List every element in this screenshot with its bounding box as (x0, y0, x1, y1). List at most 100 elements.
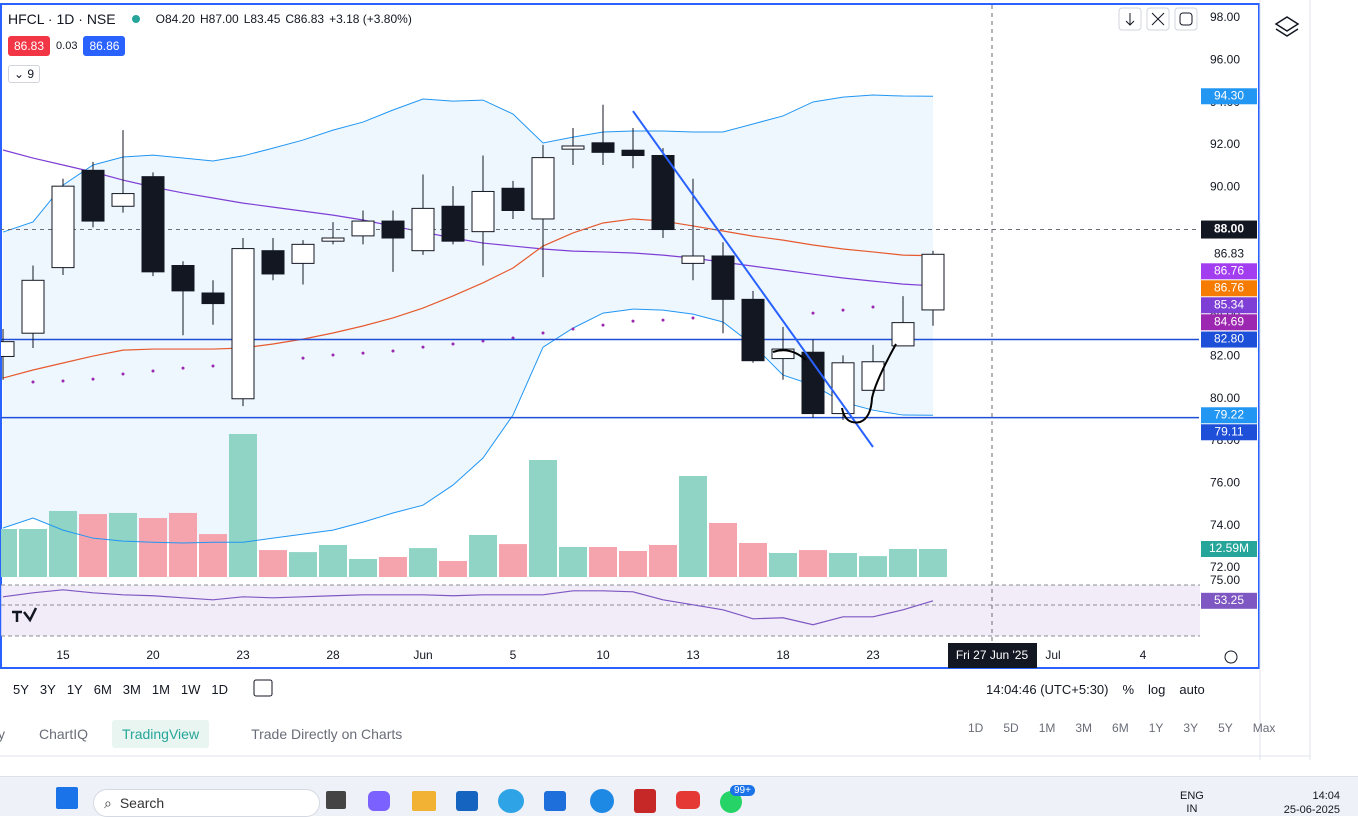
buy[interactable]: 86.86 (83, 36, 126, 56)
crosshair-price-box (1201, 220, 1257, 239)
y-tick-label: 92.00 (1210, 137, 1240, 151)
option-button[interactable]: log (1148, 682, 1166, 697)
psar-dot (661, 318, 665, 322)
period-button[interactable]: 5D (1003, 721, 1019, 735)
volume-bar (199, 534, 227, 577)
ohlc-value: +3.18 (+3.80%) (329, 12, 412, 26)
candle-body (381, 220, 405, 239)
trendline (632, 110, 874, 448)
volume-bar (589, 546, 617, 577)
layers-icon[interactable] (1274, 16, 1300, 37)
volume-bar (79, 514, 107, 577)
range-buttons: 5Y 3Y 1Y 6M 3M 1M 1W 1D (13, 682, 228, 697)
language[interactable]: ENG IN (1180, 790, 1204, 816)
rsi-tag (1201, 592, 1257, 609)
tab[interactable]: y (0, 726, 5, 742)
search-label: Search (119, 795, 165, 811)
app-icon[interactable] (676, 791, 700, 809)
crosshair-date: Fri 27 Jun '25 (956, 648, 1029, 662)
range-button[interactable]: 5Y (13, 682, 29, 697)
volume-bar (439, 560, 467, 577)
moving-average (2, 218, 934, 379)
y-tick-label: 76.00 (1210, 476, 1240, 490)
x-tick-label: 13 (686, 648, 700, 662)
period-button[interactable]: 6M (1112, 721, 1129, 735)
price-tag-label: 86.83 (1214, 246, 1244, 260)
volume-bar (769, 552, 797, 577)
range-button[interactable]: 1D (211, 682, 229, 697)
period-button[interactable]: 1D (968, 721, 984, 735)
psar-dot (691, 316, 695, 320)
settings-icon[interactable] (1224, 650, 1238, 664)
volume-bar (919, 548, 947, 577)
price-tag (1201, 314, 1257, 331)
sell[interactable]: 86.83 (8, 36, 51, 56)
price-tag-label: 86.76 (1214, 263, 1244, 277)
volume-bar (169, 512, 197, 577)
period-button[interactable]: 3M (1075, 721, 1093, 735)
tab[interactable]: ChartIQ (39, 726, 89, 742)
app-icon[interactable] (498, 789, 524, 813)
app-icon[interactable] (544, 791, 566, 811)
range-button[interactable]: 1M (151, 682, 170, 697)
range-button[interactable]: 1W (180, 682, 201, 697)
psar-dot (31, 380, 35, 384)
range-button[interactable]: 3M (122, 682, 141, 697)
range-button[interactable]: 3Y (39, 682, 56, 697)
ohlc-value: O84.20 (155, 12, 195, 26)
start-button[interactable] (56, 787, 78, 809)
app-icon[interactable] (412, 791, 436, 811)
range-button[interactable]: 6M (93, 682, 112, 697)
app-icon[interactable] (326, 791, 346, 809)
candle-body (621, 149, 645, 156)
candle-body (531, 157, 555, 220)
app-icon[interactable] (456, 791, 478, 811)
y-tick-label: 80.00 (1210, 391, 1240, 405)
period-button[interactable]: Max (1252, 721, 1276, 735)
search-box[interactable]: ⌕ Search (93, 789, 320, 817)
period-button[interactable]: 1M (1038, 721, 1056, 735)
rsi-pane (1, 585, 1200, 636)
candle-body (861, 361, 885, 391)
price-tag-label: 85.34 (1214, 297, 1244, 311)
period-button[interactable]: 5Y (1218, 721, 1233, 735)
volume-bar (469, 534, 497, 577)
tab[interactable]: TradingView (112, 720, 210, 748)
volume-bar (529, 460, 557, 577)
region: IN (1186, 803, 1198, 815)
clock[interactable]: 14:04 25-06-2025 (1268, 789, 1340, 817)
calendar-icon[interactable] (253, 679, 273, 697)
range-button[interactable]: 1Y (66, 682, 83, 697)
x-tick-label: Jul (1045, 648, 1060, 662)
app-icon[interactable] (634, 789, 656, 813)
x-tick-label: 20 (146, 648, 160, 662)
candle-body (351, 220, 375, 237)
rsi-tag-label: 53.25 (1214, 593, 1244, 607)
crosshair-price: 88.00 (1214, 222, 1244, 236)
option-button[interactable]: % (1122, 682, 1135, 697)
price-tag-label: 79.11 (1214, 424, 1243, 438)
psar-dot (841, 308, 845, 312)
app-icon[interactable] (720, 791, 742, 813)
candle-body (591, 142, 615, 153)
volume-bar (739, 542, 767, 577)
chart-buttons[interactable] (1118, 7, 1198, 31)
candle-body (921, 253, 945, 311)
app-icon[interactable] (368, 791, 390, 811)
price-tag (1201, 331, 1257, 348)
option-button[interactable]: auto (1179, 682, 1205, 697)
psar-dot (421, 345, 425, 349)
tab[interactable]: Trade Directly on Charts (251, 726, 403, 742)
period-button[interactable]: 3Y (1183, 721, 1199, 735)
indicator-toggle[interactable]: ⌄ 9 (8, 65, 41, 83)
volume-bar (649, 544, 677, 577)
psar-dot (121, 372, 125, 376)
time: 14:04 (1312, 790, 1340, 802)
period-button[interactable]: 1Y (1148, 721, 1164, 735)
button[interactable] (1174, 7, 1198, 31)
psar-dot (301, 356, 305, 360)
volume-bar (619, 550, 647, 577)
psar-dot (571, 327, 575, 331)
app-icon[interactable] (590, 789, 614, 813)
